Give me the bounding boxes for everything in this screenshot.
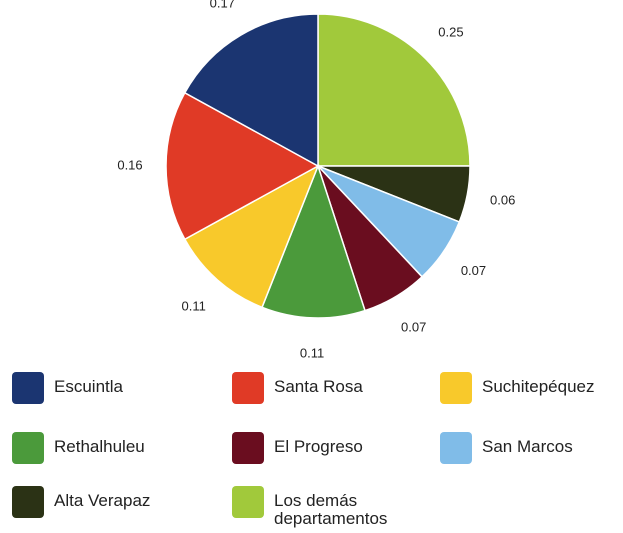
legend-swatch — [232, 432, 264, 464]
chart: 0.25 0.06 0.07 0.07 0.11 0.11 0.16 0.17 — [117, 0, 515, 360]
data-label: 0.16 — [117, 157, 142, 172]
legend-item: Rethalhuleu — [12, 432, 179, 464]
legend-item: Escuintla — [12, 372, 179, 404]
legend-label: Santa Rosa — [274, 377, 363, 396]
data-label: 0.25 — [438, 25, 463, 40]
pie-slice — [183, 13, 319, 168]
legend-swatch — [232, 486, 264, 518]
pie-slice — [165, 91, 320, 241]
legend-label: El Progreso — [274, 437, 363, 456]
data-label: 0.11 — [182, 298, 206, 313]
legend-swatch — [232, 372, 264, 404]
legend-item: El Progreso — [232, 432, 399, 464]
legend-item: Santa Rosa — [232, 372, 399, 404]
legend-item: San Marcos — [440, 432, 607, 464]
legend-swatch — [12, 372, 44, 404]
legend-swatch — [440, 372, 472, 404]
data-label: 0.07 — [401, 319, 426, 334]
legend-label: Suchitepéquez — [482, 377, 595, 396]
legend-item: Los demás departamentos — [232, 486, 399, 528]
legend-label: Los demás departamentos — [274, 491, 388, 528]
legend-item: Alta Verapaz — [12, 486, 179, 518]
legend-item: Suchitepéquez — [440, 372, 607, 404]
data-label: 0.06 — [490, 193, 515, 208]
pie-slice — [183, 164, 320, 309]
data-label: 0.07 — [461, 263, 486, 278]
legend-swatch — [12, 432, 44, 464]
legend-swatch — [12, 486, 44, 518]
data-label: 0.11 — [300, 345, 324, 360]
legend-swatch — [440, 432, 472, 464]
legend-label: Rethalhuleu — [54, 437, 145, 456]
data-label: 0.17 — [210, 0, 235, 11]
legend-label: Alta Verapaz — [54, 491, 151, 510]
pie-slice — [317, 13, 471, 167]
legend-label: San Marcos — [482, 437, 573, 456]
pie-slice — [261, 163, 366, 319]
legend-label: Escuintla — [54, 377, 123, 396]
